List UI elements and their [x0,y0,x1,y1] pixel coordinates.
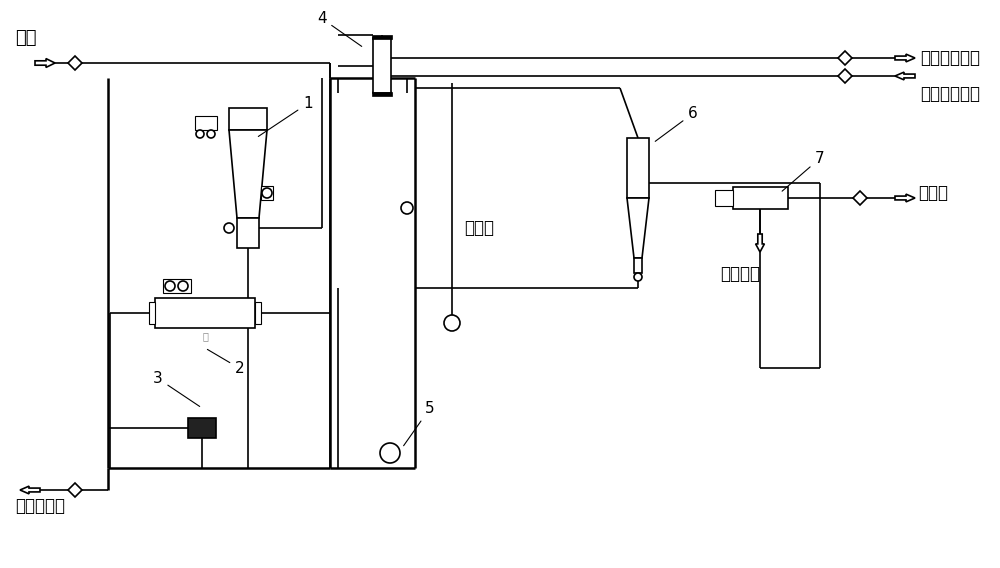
Text: 湿晶体: 湿晶体 [918,184,948,202]
Polygon shape [895,72,915,80]
Text: 1: 1 [258,96,313,136]
Circle shape [207,130,215,138]
Bar [634,258,642,273]
Text: 蒸汽: 蒸汽 [15,29,37,47]
Bar [372,35,392,39]
Polygon shape [20,486,40,494]
Text: 4: 4 [317,11,362,47]
Text: 冷凝水: 冷凝水 [464,219,494,237]
Bar [229,108,267,130]
Polygon shape [838,51,852,65]
Bar [195,116,217,130]
Polygon shape [853,191,867,205]
Polygon shape [895,54,915,62]
Text: 2: 2 [207,349,245,376]
Bar [163,279,191,293]
Bar [382,448,390,458]
Bar [188,418,216,438]
Circle shape [380,443,400,463]
Text: 7: 7 [782,151,825,191]
Polygon shape [68,483,82,497]
Circle shape [178,281,188,291]
Circle shape [262,188,272,198]
Bar [255,302,261,324]
Polygon shape [627,198,649,258]
Text: 6: 6 [655,106,698,141]
Text: 离心母液: 离心母液 [720,265,760,283]
Polygon shape [756,234,764,252]
Text: 槽: 槽 [202,331,208,341]
Text: 循环冷却进水: 循环冷却进水 [920,85,980,103]
Circle shape [444,315,460,331]
Circle shape [196,130,204,138]
Circle shape [401,202,413,214]
Text: 3: 3 [153,371,200,407]
Polygon shape [229,130,267,218]
Bar [155,298,255,328]
Polygon shape [68,56,82,70]
Text: 5: 5 [404,401,435,446]
Polygon shape [35,59,55,68]
Circle shape [165,281,175,291]
Circle shape [634,273,642,281]
Bar [261,186,273,200]
Text: 蒸汽冷凝水: 蒸汽冷凝水 [15,497,65,515]
Polygon shape [895,194,915,202]
Bar [372,92,392,96]
Text: 循环冷却回水: 循环冷却回水 [920,49,980,67]
Circle shape [224,223,234,233]
Polygon shape [838,69,852,83]
Bar [149,302,155,324]
Bar [237,218,259,248]
Bar [732,187,788,209]
Bar [714,190,732,206]
Bar [373,38,391,93]
Bar [627,138,649,198]
